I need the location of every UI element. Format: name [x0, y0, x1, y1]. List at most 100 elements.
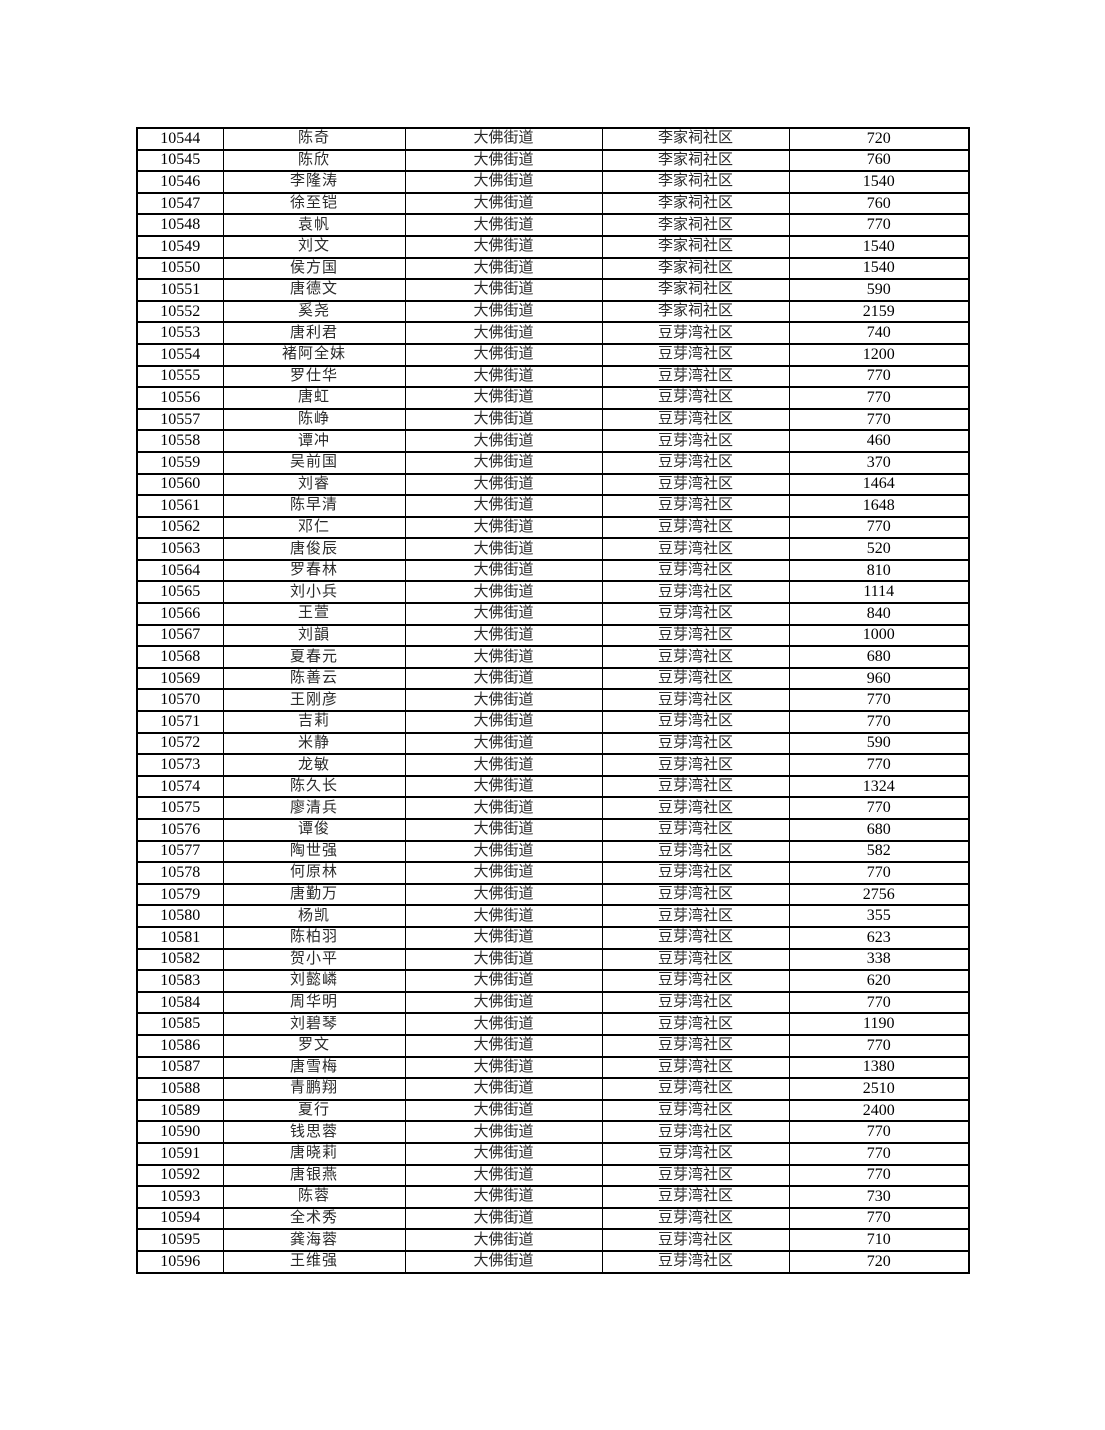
cell-name: 陈峥: [222, 407, 406, 432]
cell-name: 贺小平: [222, 947, 406, 972]
cell-id: 10557: [136, 407, 224, 432]
cell-id: 10564: [136, 558, 224, 583]
cell-community: 李家祠社区: [601, 299, 790, 324]
cell-street: 大佛街道: [404, 537, 603, 561]
cell-amount: 720: [788, 1249, 970, 1275]
cell-id: 10580: [136, 904, 224, 928]
table-row: 10594 全术秀 大佛街道 豆芽湾社区 770: [136, 1206, 970, 1231]
cell-street: 大佛街道: [404, 969, 603, 993]
cell-community: 豆芽湾社区: [601, 1141, 790, 1166]
cell-community: 豆芽湾社区: [601, 882, 790, 907]
cell-street: 大佛街道: [404, 602, 603, 626]
table-row: 10544 陈奇 大佛街道 李家祠社区 720: [136, 127, 970, 151]
table-row: 10559 吴前国 大佛街道 豆芽湾社区 370: [136, 450, 970, 475]
cell-street: 大佛街道: [404, 1033, 603, 1058]
cell-amount: 620: [788, 969, 970, 993]
table-row: 10563 唐俊辰 大佛街道 豆芽湾社区 520: [136, 537, 970, 561]
cell-street: 大佛街道: [404, 645, 603, 669]
cell-id: 10553: [136, 321, 224, 345]
cell-street: 大佛街道: [404, 278, 603, 302]
table-row: 10590 钱思蓉 大佛街道 豆芽湾社区 770: [136, 1120, 970, 1144]
cell-name: 吴前国: [222, 450, 406, 475]
cell-community: 豆芽湾社区: [601, 429, 790, 453]
cell-community: 豆芽湾社区: [601, 1033, 790, 1058]
cell-id: 10561: [136, 494, 224, 518]
cell-name: 杨凯: [222, 904, 406, 928]
cell-street: 大佛街道: [404, 580, 603, 605]
cell-id: 10583: [136, 969, 224, 993]
cell-street: 大佛街道: [404, 882, 603, 907]
cell-community: 李家祠社区: [601, 148, 790, 173]
cell-community: 豆芽湾社区: [601, 969, 790, 993]
cell-street: 大佛街道: [404, 839, 603, 864]
cell-id: 10554: [136, 342, 224, 367]
cell-street: 大佛街道: [404, 515, 603, 540]
cell-name: 夏行: [222, 1098, 406, 1123]
cell-community: 豆芽湾社区: [601, 623, 790, 648]
cell-street: 大佛街道: [404, 1098, 603, 1123]
cell-street: 大佛街道: [404, 1055, 603, 1080]
cell-id: 10558: [136, 429, 224, 453]
cell-amount: 590: [788, 278, 970, 302]
cell-amount: 1540: [788, 256, 970, 281]
cell-name: 陶世强: [222, 839, 406, 864]
cell-name: 唐勤万: [222, 882, 406, 907]
cell-amount: 680: [788, 818, 970, 842]
cell-id: 10545: [136, 148, 224, 173]
cell-id: 10563: [136, 537, 224, 561]
cell-name: 何原林: [222, 861, 406, 885]
cell-name: 谭冲: [222, 429, 406, 453]
table-row: 10548 袁帆 大佛街道 李家祠社区 770: [136, 213, 970, 237]
cell-street: 大佛街道: [404, 688, 603, 713]
cell-amount: 770: [788, 1120, 970, 1144]
cell-street: 大佛街道: [404, 127, 603, 151]
cell-street: 大佛街道: [404, 623, 603, 648]
cell-name: 刘睿: [222, 472, 406, 497]
cell-street: 大佛街道: [404, 1249, 603, 1275]
table-row: 10557 陈峥 大佛街道 豆芽湾社区 770: [136, 407, 970, 432]
table-row: 10587 唐雪梅 大佛街道 豆芽湾社区 1380: [136, 1055, 970, 1080]
cell-amount: 770: [788, 753, 970, 777]
cell-name: 谭俊: [222, 818, 406, 842]
table-row: 10578 何原林 大佛街道 豆芽湾社区 770: [136, 861, 970, 885]
table-row: 10561 陈早清 大佛街道 豆芽湾社区 1648: [136, 494, 970, 518]
cell-amount: 770: [788, 1033, 970, 1058]
cell-id: 10551: [136, 278, 224, 302]
cell-amount: 770: [788, 364, 970, 389]
table-row: 10569 陈善云 大佛街道 豆芽湾社区 960: [136, 666, 970, 691]
cell-name: 王萱: [222, 602, 406, 626]
cell-street: 大佛街道: [404, 299, 603, 324]
table-row: 10579 唐勤万 大佛街道 豆芽湾社区 2756: [136, 882, 970, 907]
cell-amount: 760: [788, 148, 970, 173]
table-row: 10573 龙敏 大佛街道 豆芽湾社区 770: [136, 753, 970, 777]
cell-id: 10547: [136, 191, 224, 216]
residents-payment-table: 10544 陈奇 大佛街道 李家祠社区 720 10545 陈欣 大佛街道 李家祠社区 760 10…: [136, 127, 970, 1275]
cell-community: 豆芽湾社区: [601, 1228, 790, 1252]
cell-id: 10559: [136, 450, 224, 475]
cell-id: 10562: [136, 515, 224, 540]
cell-street: 大佛街道: [404, 861, 603, 885]
cell-community: 豆芽湾社区: [601, 774, 790, 799]
cell-amount: 2159: [788, 299, 970, 324]
cell-name: 吉莉: [222, 710, 406, 734]
table-row: 10595 龚海蓉 大佛街道 豆芽湾社区 710: [136, 1228, 970, 1252]
cell-amount: 1190: [788, 1012, 970, 1036]
cell-community: 豆芽湾社区: [601, 904, 790, 928]
cell-id: 10552: [136, 299, 224, 324]
cell-community: 李家祠社区: [601, 213, 790, 237]
cell-amount: 2400: [788, 1098, 970, 1123]
table-row: 10553 唐利君 大佛街道 豆芽湾社区 740: [136, 321, 970, 345]
cell-amount: 1380: [788, 1055, 970, 1080]
cell-community: 豆芽湾社区: [601, 472, 790, 497]
table-row: 10564 罗春林 大佛街道 豆芽湾社区 810: [136, 558, 970, 583]
cell-name: 李隆涛: [222, 170, 406, 194]
cell-amount: 338: [788, 947, 970, 972]
cell-community: 豆芽湾社区: [601, 731, 790, 756]
table-row: 10556 唐虹 大佛街道 豆芽湾社区 770: [136, 386, 970, 410]
cell-name: 罗文: [222, 1033, 406, 1058]
table-row: 10575 廖清兵 大佛街道 豆芽湾社区 770: [136, 796, 970, 820]
table-row: 10568 夏春元 大佛街道 豆芽湾社区 680: [136, 645, 970, 669]
table-row: 10565 刘小兵 大佛街道 豆芽湾社区 1114: [136, 580, 970, 605]
cell-amount: 590: [788, 731, 970, 756]
cell-id: 10591: [136, 1141, 224, 1166]
